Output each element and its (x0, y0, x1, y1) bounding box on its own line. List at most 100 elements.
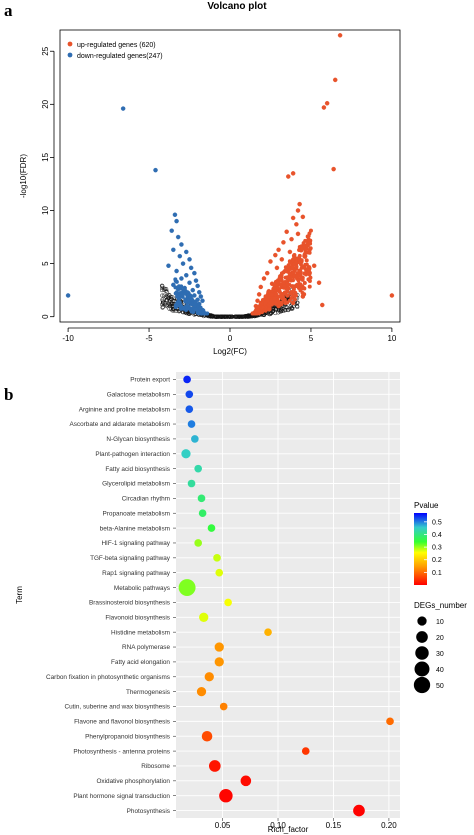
enrichment-point (301, 747, 310, 755)
up-regulated-gene-point (267, 307, 272, 312)
volcano-legend-marker (67, 41, 73, 47)
down-regulated-gene-point (166, 263, 171, 268)
up-regulated-gene-point (324, 101, 330, 106)
up-regulated-gene-point (307, 284, 312, 289)
up-regulated-gene-point (302, 254, 307, 259)
enrichment-point (386, 717, 394, 726)
volcano-x-axis-label: Log2(FC) (213, 347, 247, 356)
down-regulated-gene-point (198, 306, 203, 311)
enrichment-x-tick-label: 0.10 (270, 821, 286, 830)
down-regulated-gene-point (169, 228, 174, 233)
down-regulated-gene-point (188, 265, 194, 271)
nonsignificant-gene-point (229, 314, 234, 319)
nonsignificant-gene-point (240, 314, 246, 319)
enrichment-point (214, 642, 224, 652)
term-label: Photosynthesis - antenna proteins (73, 748, 170, 755)
up-regulated-gene-point (276, 280, 281, 285)
volcano-legend-label: down-regulated genes(247) (77, 53, 163, 60)
term-label: Plant-pathogen interaction (95, 451, 170, 458)
down-regulated-gene-point (153, 167, 158, 173)
nonsignificant-gene-point (233, 314, 238, 319)
term-label: Galactose metabolism (107, 392, 170, 399)
pvalue-legend-title: Pvalue (414, 501, 439, 510)
up-regulated-gene-point (291, 270, 296, 275)
volcano-y-axis-label: -log10(FDR) (19, 154, 28, 198)
up-regulated-gene-point (274, 300, 279, 305)
degs-legend-label: 10 (436, 619, 444, 626)
nonsignificant-gene-point (237, 314, 242, 319)
up-regulated-gene-point (272, 296, 277, 301)
term-label: Phenylpropanoid biosynthesis (85, 733, 170, 740)
down-regulated-gene-point (175, 286, 180, 291)
down-regulated-gene-point (192, 293, 197, 298)
nonsignificant-gene-point (160, 284, 165, 289)
up-regulated-gene-point (279, 257, 285, 262)
volcano-y-tick-label: 10 (41, 206, 50, 215)
volcano-y-tick-label: 15 (41, 152, 50, 161)
volcano-legend-label: up-regulated genes (620) (77, 42, 156, 49)
up-regulated-gene-point (300, 294, 305, 299)
up-regulated-gene-point (291, 278, 296, 283)
nonsignificant-gene-point (169, 297, 174, 302)
degs-legend-label: 20 (436, 635, 444, 642)
up-regulated-gene-point (277, 276, 282, 281)
down-regulated-gene-point (195, 283, 200, 289)
enrichment-point (219, 788, 233, 803)
enrichment-x-axis-label: Rich_factor (268, 825, 309, 834)
up-regulated-gene-point (321, 105, 327, 110)
up-regulated-gene-point (300, 277, 305, 282)
up-regulated-gene-point (286, 174, 291, 179)
term-label: Plant hormone signal transduction (73, 793, 170, 800)
up-regulated-gene-point (305, 243, 310, 248)
term-label: Protein export (130, 377, 170, 384)
degs-legend-label: 50 (436, 683, 444, 690)
up-regulated-gene-point (300, 214, 306, 220)
kegg-enrichment-plot: Protein export Galactose metabolism Argini… (15, 372, 467, 834)
nonsignificant-gene-point (159, 283, 165, 288)
volcano-plot: Volcano plot -10 -5 0 5 10 0 5 10 15 20 25 Log2(FC… (19, 1, 401, 356)
nonsignificant-gene-point (209, 313, 214, 319)
up-regulated-gene-point (281, 240, 286, 245)
up-regulated-gene-point (269, 292, 274, 297)
up-regulated-gene-point (295, 231, 301, 237)
up-regulated-gene-point (292, 252, 297, 257)
down-regulated-gene-point (190, 287, 196, 293)
enrichment-point (194, 539, 202, 547)
up-regulated-gene-point (298, 269, 303, 274)
enrichment-point (353, 804, 365, 817)
enrichment-x-ticks: 0.05 0.10 0.15 0.20 (215, 818, 397, 830)
up-regulated-gene-point (279, 271, 284, 276)
up-regulated-gene-point (289, 236, 294, 242)
down-regulated-gene-point (196, 290, 202, 295)
up-regulated-gene-point (281, 280, 286, 285)
nonsignificant-gene-point (283, 304, 288, 310)
nonsignificant-gene-point (164, 289, 170, 295)
up-regulated-gene-point (301, 241, 306, 246)
up-regulated-gene-point (389, 293, 395, 298)
up-regulated-gene-point (292, 297, 297, 302)
term-label: Flavonoid biosynthesis (105, 615, 170, 622)
enrichment-plot-panel (176, 372, 400, 818)
term-label: Cutin, suberine and wax biosynthesis (64, 704, 170, 711)
enrichment-point (194, 464, 202, 473)
pvalue-legend-tick-label: 0.3 (432, 545, 442, 552)
term-label: Flavone and flavonol biosynthesis (74, 719, 170, 726)
nonsignificant-gene-point (164, 298, 169, 303)
enrichment-x-tick-label: 0.05 (215, 821, 231, 830)
enrichment-point (208, 760, 221, 772)
up-regulated-gene-point (255, 298, 260, 304)
nonsignificant-gene-point (167, 302, 172, 307)
down-regulated-gene-point (201, 311, 206, 316)
enrichment-point (187, 420, 196, 428)
down-regulated-gene-point (120, 106, 126, 111)
degs-size-legend: DEGs_number 10 20 30 40 50 (413, 601, 467, 694)
up-regulated-gene-point (256, 292, 262, 297)
down-regulated-gene-point (177, 253, 183, 259)
up-regulated-gene-point (303, 250, 308, 255)
term-label: N-Glycan biosynthesis (106, 436, 170, 443)
enrichment-x-tick-label: 0.15 (326, 821, 342, 830)
up-regulated-gene-point (300, 290, 305, 295)
nonsignificant-gene-point (283, 308, 288, 313)
nonsignificant-gene-point (267, 312, 272, 317)
